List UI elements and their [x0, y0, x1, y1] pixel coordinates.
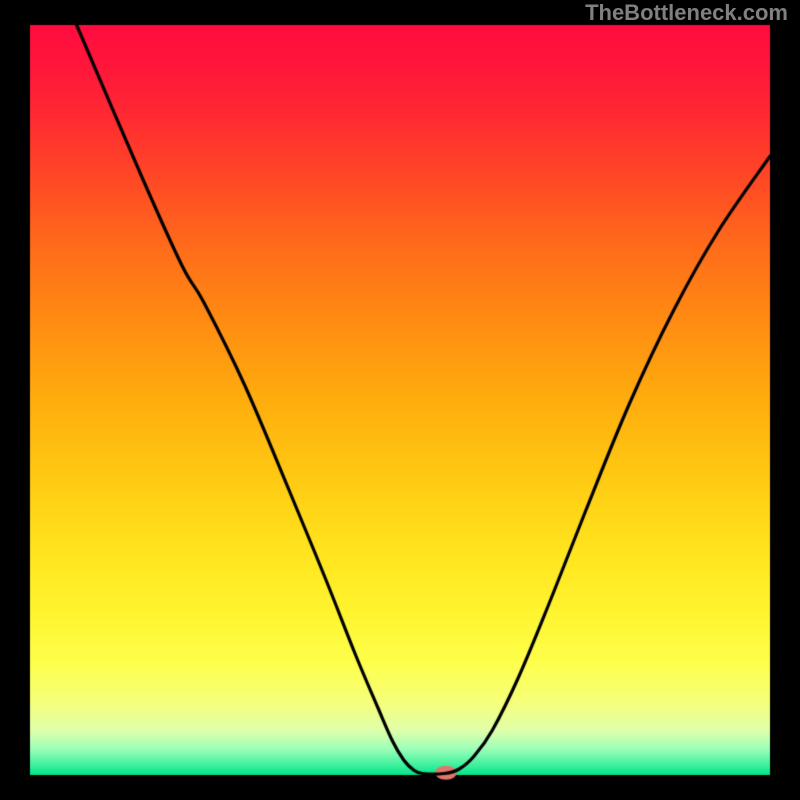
bottleneck-chart: [0, 0, 800, 800]
chart-container: TheBottleneck.com: [0, 0, 800, 800]
